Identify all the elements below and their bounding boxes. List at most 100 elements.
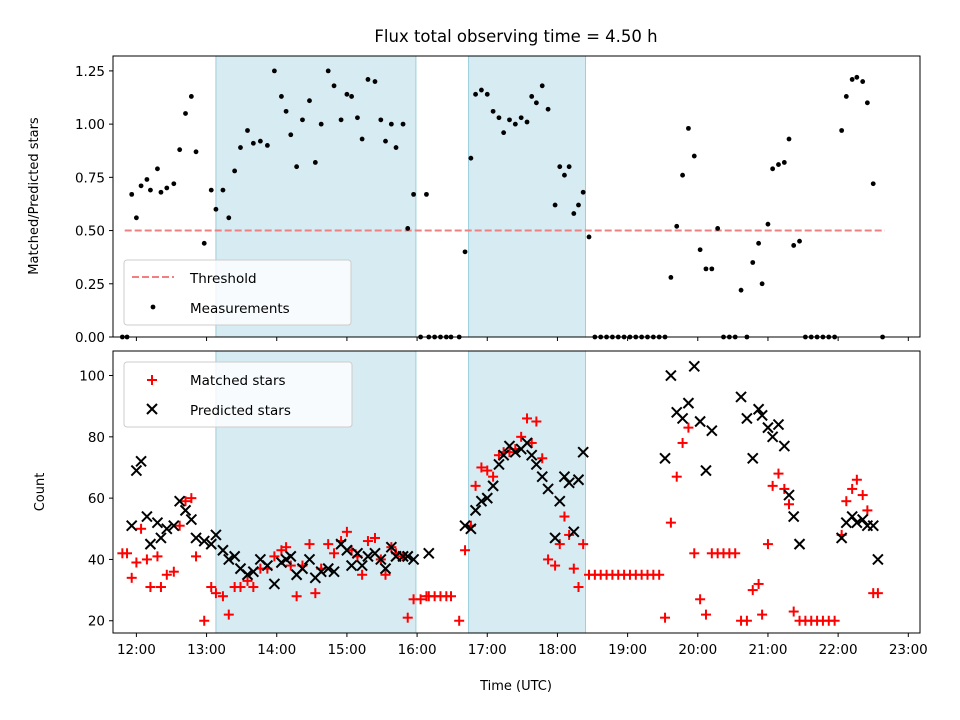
- measurement-point: [355, 115, 360, 121]
- bottom-legend-frame: [123, 361, 353, 428]
- measurement-point: [870, 181, 876, 187]
- measurement-point: [580, 189, 586, 195]
- predicted-stars-point: [688, 360, 700, 373]
- measurement-point: [776, 162, 781, 167]
- predicted-stars-point: [747, 452, 759, 464]
- predicted-stars-point: [161, 523, 173, 535]
- predicted-stars-point: [341, 544, 353, 556]
- matched-stars-point: [578, 539, 589, 550]
- measurement-point: [272, 68, 277, 74]
- measurement-point: [300, 117, 305, 123]
- measurement-point: [283, 108, 289, 114]
- predicted-legend-label: Predicted stars: [190, 403, 291, 419]
- measurement-point: [365, 77, 371, 82]
- predicted-stars-point: [185, 513, 198, 526]
- matched-stars-point: [369, 532, 380, 543]
- measurement-point: [786, 136, 792, 142]
- measurement-point: [864, 100, 870, 106]
- matched-stars-point: [402, 612, 413, 623]
- top-y-tick-label: 0.50: [75, 224, 105, 240]
- measurement-point: [424, 191, 429, 197]
- predicted-stars-point: [549, 532, 561, 544]
- predicted-stars-point: [126, 520, 138, 532]
- matched-stars-point: [362, 536, 373, 547]
- measurement-point: [307, 98, 312, 104]
- predicted-stars-point: [407, 553, 420, 566]
- predicted-stars-point: [700, 464, 712, 477]
- measurement-point: [529, 94, 535, 99]
- predicted-stars-point: [155, 532, 167, 544]
- measurement-point: [177, 147, 183, 153]
- predicted-stars-point: [223, 553, 235, 566]
- predicted-stars-point: [362, 550, 374, 563]
- measurement-points: [119, 68, 885, 340]
- top-y-tick-label: 0.25: [75, 277, 105, 293]
- measurement-point: [490, 108, 496, 114]
- predicted-stars-point: [558, 470, 571, 483]
- predicted-stars-point: [682, 397, 695, 409]
- x-tick-label: 19:00: [608, 642, 647, 658]
- predicted-stars-point: [423, 547, 435, 560]
- predicted-stars-point: [665, 369, 677, 382]
- measurement-point: [388, 121, 394, 127]
- measurement-point: [697, 247, 703, 253]
- measurement-point: [756, 240, 761, 246]
- measurement-point: [193, 149, 199, 155]
- predicted-stars-point: [465, 523, 477, 535]
- matched-stars-point: [689, 548, 700, 559]
- matched-stars-point: [415, 594, 426, 605]
- matched-stars-point: [122, 548, 133, 559]
- top-legend: Threshold Measurements: [123, 259, 352, 326]
- top-panel: 0.00 0.25 0.50 0.75 1.00 1.25 Matched/Predict…: [27, 55, 921, 346]
- predicted-stars-point: [793, 538, 806, 550]
- top-y-tick-label: 0.00: [75, 330, 105, 346]
- predicted-stars-point: [144, 538, 157, 550]
- top-y-tick-label: 1.00: [75, 117, 105, 133]
- measurement-point: [349, 94, 354, 99]
- matched-stars-point: [323, 539, 334, 550]
- matched-stars-point: [841, 496, 852, 507]
- matched-stars-point: [862, 505, 873, 516]
- predicted-stars-point: [345, 559, 358, 572]
- measurement-point: [484, 91, 490, 97]
- predicted-stars-point: [475, 495, 488, 507]
- predicted-stars-point: [563, 477, 575, 489]
- measurement-point: [164, 185, 170, 191]
- predicted-stars-point: [402, 550, 414, 563]
- measurement-point: [524, 119, 530, 125]
- predicted-stars-point: [872, 553, 884, 566]
- measurement-point: [854, 74, 860, 80]
- measurement-point: [338, 117, 344, 123]
- matched-stars-point: [537, 453, 548, 464]
- measurement-point: [238, 145, 243, 150]
- matched-stars-point: [136, 523, 147, 534]
- top-y-axis-label: Matched/Predicted stars: [27, 117, 42, 275]
- matched-stars-point: [554, 539, 565, 550]
- matched-stars-point: [161, 569, 172, 580]
- measurement-point: [133, 215, 139, 221]
- measurement-point: [393, 145, 399, 150]
- measurement-point: [680, 172, 685, 178]
- measurement-point: [738, 287, 744, 293]
- measurement-point: [148, 187, 153, 193]
- measurement-point: [183, 111, 188, 116]
- measurement-point: [462, 249, 468, 255]
- x-tick-label: 17:00: [468, 642, 507, 658]
- matched-stars-point: [784, 499, 795, 510]
- predicted-stars-point: [241, 569, 254, 581]
- measurement-point: [576, 202, 581, 208]
- matched-stars-point: [788, 606, 799, 617]
- predicted-stars-point: [198, 535, 210, 547]
- matched-stars-point: [516, 431, 527, 442]
- matched-stars-point: [131, 557, 142, 568]
- matched-stars-point: [460, 545, 471, 556]
- measurement-point: [325, 68, 331, 74]
- matched-stars-point: [476, 462, 487, 473]
- x-tick-label: 13:00: [187, 642, 226, 658]
- matched-stars-point: [543, 554, 554, 565]
- matched-stars-point: [847, 483, 858, 494]
- predicted-stars-point: [493, 458, 505, 471]
- bottom-shaded-interval-2: [468, 350, 587, 634]
- predicted-stars-point: [296, 562, 309, 575]
